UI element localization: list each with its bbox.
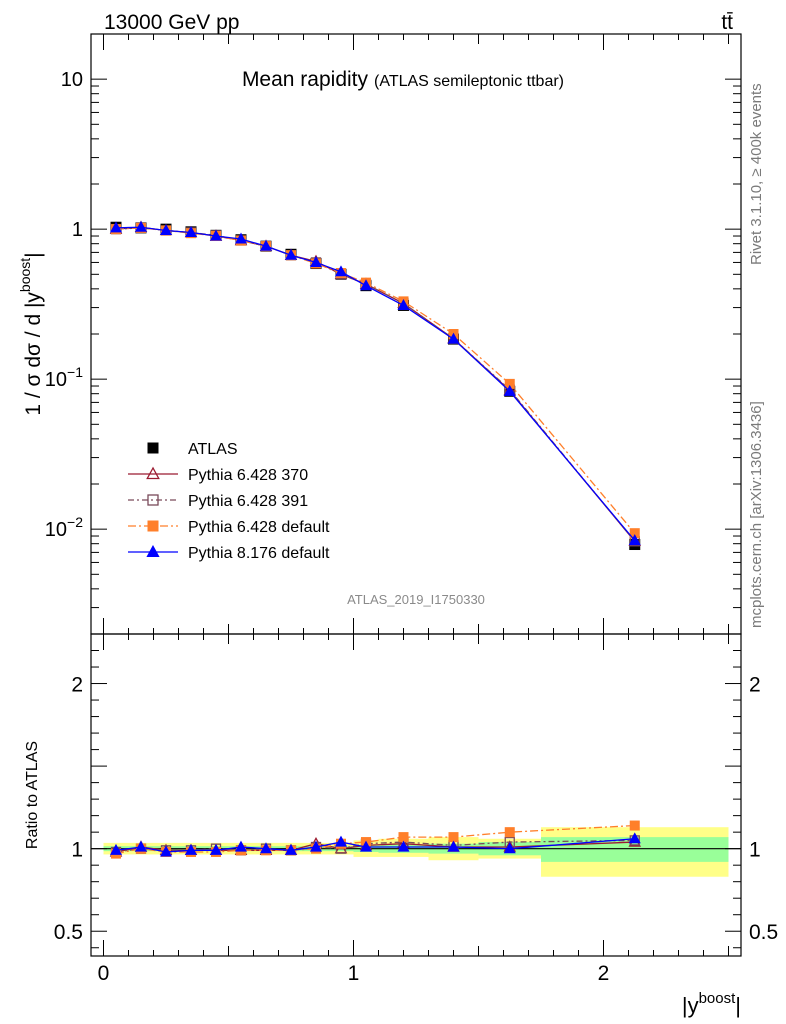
data-point-pythia-8-176-default [159,224,173,236]
ratio-y-tick-label-right: 0.5 [749,921,778,944]
legend-label-pythia-8-176-default: Pythia 8.176 default [188,545,330,562]
legend-marker-pythia-8-176-default [146,544,160,557]
data-point-pythia-8-176-default [134,220,148,232]
legend-label-pythia-6-428-default: Pythia 6.428 default [188,519,330,536]
x-tick-label: 1 [348,962,360,985]
legend-marker-atlas [147,442,159,454]
ratio-y-tick-label-right: 1 [749,839,761,862]
data-point-pythia-8-176-default [447,332,460,344]
ratio-point-pythia-8-176-default [109,843,123,855]
main-plot-panel: 10 1 10−1 10−2 Mean rapidity (ATLAS semilep… [17,33,742,635]
data-point-pythia-8-176-default [397,299,410,311]
data-point-pythia-8-176-default [628,534,641,546]
data-point-pythia-8-176-default [359,279,373,291]
ratio-point-pythia-8-176-default [209,843,223,855]
ratio-point-pythia-6-428-default [504,827,515,838]
ratio-point-pythia-8-176-default [397,840,410,852]
data-point-pythia-8-176-default [503,384,516,396]
ratio-y-tick-label-left: 1 [71,839,83,862]
ratio-point-pythia-6-428-default [448,832,459,843]
ratio-y-tick-label-right: 2 [749,674,761,697]
ratio-point-pythia-6-428-default [629,820,640,831]
legend: ATLAS Pythia 6.428 370 Pythia 6.428 391 Pyt… [128,441,330,562]
chart-title: Mean rapidity [242,68,369,91]
ratio-point-pythia-8-176-default [284,843,298,855]
chart-subtitle: (ATLAS semileptonic ttbar) [374,73,564,90]
ratio-point-pythia-6-428-default [398,832,409,843]
legend-label-pythia-6-428-370: Pythia 6.428 370 [188,467,308,484]
ratio-y-axis-title: Ratio to ATLAS [24,741,41,849]
main-y-tick-label: 10 [61,69,83,91]
ratio-point-pythia-8-176-default [309,840,323,852]
legend-marker-pythia-6-428-370 [146,466,160,480]
svg-text:1 / σ dσ / d |yboost|: 1 / σ dσ / d |yboost| [17,252,45,415]
energy-label: 13000 GeV pp [104,11,239,34]
series-line-pythia-6-428-default [115,227,636,534]
legend-marker-pythia-6-428-391 [147,494,159,506]
rivet-label: Rivet 3.1.10, ≥ 400k events [748,83,765,265]
ratio-point-pythia-8-176-default [447,840,460,852]
ratio-point-pythia-8-176-default [503,842,516,854]
ratio-series-group [109,820,642,859]
ratio-point-pythia-8-176-default [359,840,373,852]
ratio-point-pythia-8-176-default [628,832,641,844]
svg-text:|yboost|: |yboost| [682,990,741,1018]
ratio-axis-ticks: 2 2 1 1 0.5 0.5 0 1 2 [54,633,778,985]
ratio-y-tick-label-left: 2 [71,674,83,697]
main-y-tick-label: 10−1 [45,364,83,391]
data-point-pythia-8-176-default [184,226,198,238]
main-plot-frame [90,33,742,635]
x-tick-label: 2 [598,962,610,985]
data-point-pythia-8-176-default [284,248,298,260]
ratio-point-pythia-8-176-default [159,845,173,857]
data-point-pythia-8-176-default [259,239,273,251]
main-y-axis-title: 1 / σ dσ / d |yboost| [17,252,45,415]
ratio-point-pythia-8-176-default [234,840,248,852]
ratio-point-pythia-8-176-default [184,843,198,855]
analysis-label: ATLAS_2019_I1750330 [347,592,485,607]
main-y-tick-label: 1 [72,219,83,241]
ratio-plot-panel: 2 2 1 1 0.5 0.5 0 1 2 Ratio to ATLAS |yboost| [24,633,778,1018]
data-point-pythia-8-176-default [309,255,323,267]
ratio-point-pythia-8-176-default [334,835,348,847]
ratio-line-pythia-6-428-391 [115,839,635,853]
data-point-pythia-8-176-default [234,232,248,244]
legend-marker-pythia-6-428-default [147,520,159,532]
legend-label-atlas: ATLAS [188,441,238,458]
ratio-y-tick-label-left: 0.5 [54,921,83,944]
ratio-point-pythia-8-176-default [259,842,273,854]
x-tick-label: 0 [98,962,110,985]
main-y-tick-label: 10−2 [45,514,83,541]
ratio-plot-frame [90,633,742,957]
mcplots-label: mcplots.cern.ch [arXiv:1306.3436] [748,401,765,628]
legend-label-pythia-6-428-391: Pythia 6.428 391 [188,493,308,510]
main-series-group [109,220,642,551]
process-label: tt̄ [721,11,733,34]
data-point-pythia-8-176-default [109,221,123,233]
data-point-pythia-8-176-default [334,265,348,277]
data-point-pythia-8-176-default [209,229,223,241]
ratio-point-pythia-8-176-default [134,840,148,852]
x-axis-title: |yboost| [682,990,741,1018]
